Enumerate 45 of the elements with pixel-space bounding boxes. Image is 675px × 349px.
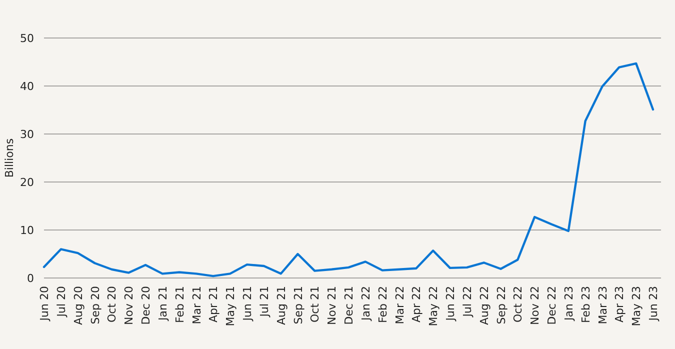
x-tick-label: Feb 22	[376, 286, 390, 323]
x-tick-label: Jan 21	[156, 286, 170, 322]
y-tick-label: 10	[20, 224, 34, 237]
x-tick-label: Jul 22	[460, 286, 474, 318]
x-tick-label: Apr 21	[207, 286, 220, 323]
x-tick-label: Oct 22	[512, 286, 525, 323]
x-tick-label: Sep 22	[494, 286, 508, 324]
x-tick-label: May 22	[427, 286, 440, 326]
x-tick-label: Jul 20	[54, 286, 68, 318]
x-tick-label: Aug 20	[72, 286, 85, 325]
x-tick-label: Jun 22	[444, 286, 457, 322]
x-tick-label: Oct 21	[308, 286, 322, 323]
y-tick-label: 20	[20, 176, 34, 189]
x-tick-label: Aug 22	[478, 286, 491, 325]
x-tick-label: Apr 22	[410, 286, 424, 323]
y-tick-label: 30	[20, 128, 34, 141]
x-tick-label: May 23	[630, 286, 644, 326]
x-tick-label: Nov 21	[326, 286, 339, 325]
y-tick-label: 50	[20, 32, 34, 45]
x-tick-label: Jan 22	[359, 286, 372, 322]
x-tick-label: Mar 22	[393, 286, 406, 324]
x-tick-label: May 21	[224, 286, 238, 326]
x-tick-label: Dec 22	[546, 286, 558, 325]
x-tick-label: Dec 21	[342, 286, 356, 325]
x-tick-label: Apr 23	[613, 286, 626, 323]
y-tick-label: 40	[20, 80, 34, 93]
x-tick-label: Mar 23	[596, 286, 610, 324]
x-tick-label: Dec 20	[140, 286, 152, 325]
x-tick-label: Sep 20	[88, 286, 102, 324]
x-tick-label: Oct 20	[106, 286, 119, 323]
x-tick-label: Jun 21	[241, 286, 254, 322]
x-tick-label: Nov 22	[528, 286, 542, 325]
x-tick-label: Jun 23	[647, 286, 660, 322]
x-tick-label: Nov 20	[122, 286, 136, 325]
x-tick-label: Feb 21	[173, 286, 186, 323]
x-tick-label: Jan 23	[562, 286, 576, 322]
y-tick-label: 0	[27, 272, 34, 285]
x-tick-label: Sep 21	[292, 286, 305, 324]
line-series	[42, 62, 654, 278]
x-tick-label: Feb 23	[579, 286, 592, 323]
y-axis-title: Billions	[3, 138, 16, 178]
x-tick-label: Jun 20	[38, 286, 51, 322]
x-tick-label: Jul 21	[258, 286, 271, 318]
x-tick-label: Mar 21	[190, 286, 204, 324]
x-tick-label: Aug 21	[274, 286, 288, 325]
